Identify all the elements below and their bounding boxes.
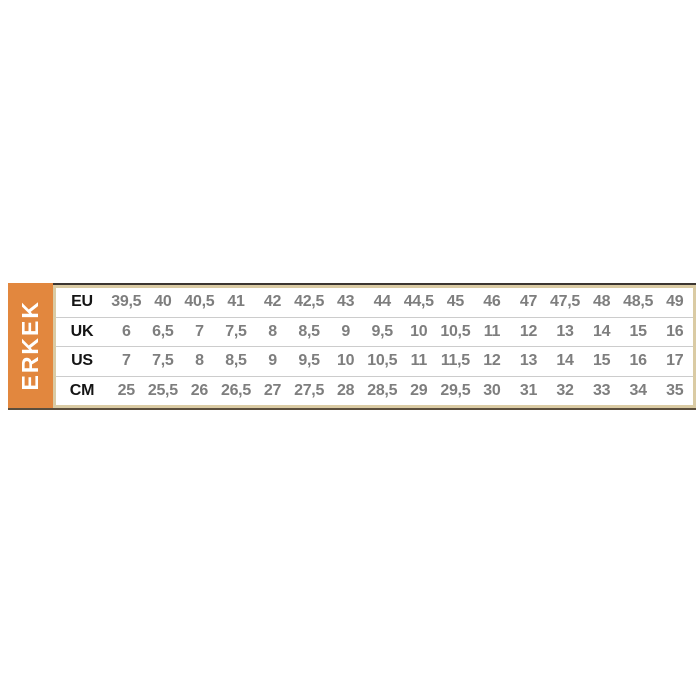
size-cell: 42,5	[294, 293, 325, 311]
size-cell: 45	[446, 293, 464, 311]
size-cell: 49	[666, 293, 684, 311]
size-cell: 17	[666, 352, 684, 370]
size-cell: 16	[629, 352, 647, 370]
size-cell: 9,5	[371, 322, 394, 340]
row-label-cm: CM	[69, 381, 95, 399]
size-cell: 33	[592, 381, 611, 399]
size-cell: 10,5	[367, 352, 398, 370]
size-cell: 6,5	[152, 322, 174, 340]
size-cell: 9,5	[298, 352, 320, 370]
size-cell: 14	[592, 322, 611, 340]
size-cell: 9	[268, 352, 277, 370]
size-cell: 40,5	[184, 293, 215, 311]
size-table-frame: EU 39,5 40 40,5 41 42 42,5 43 44 44,5 45 46 47 47,5 48…	[53, 283, 696, 408]
size-cell: 26	[190, 381, 208, 399]
size-cell: 10	[410, 322, 428, 340]
gender-tab: ERKEK	[8, 283, 53, 408]
size-cell: 15	[592, 352, 611, 370]
size-cell: 12	[483, 352, 501, 370]
size-cell: 14	[556, 352, 574, 370]
size-cell: 47	[519, 293, 538, 311]
size-row-eu: EU 39,5 40 40,5 41 42 42,5 43 44 44,5 45 46 47 47,5 48…	[56, 288, 693, 318]
size-table: EU 39,5 40 40,5 41 42 42,5 43 44 44,5 45 46 47 47,5 48…	[53, 285, 696, 408]
size-cell: 48	[592, 293, 611, 311]
size-cell: 29	[410, 381, 428, 399]
size-cell: 41	[227, 293, 245, 311]
size-cell: 8,5	[298, 322, 320, 340]
size-cell: 13	[519, 352, 538, 370]
row-label-us: US	[71, 352, 93, 370]
size-row-uk: UK 6 6,5 7 7,5 8 8,5 9 9,5 10 10,5 11 12 13 14 15 16	[56, 318, 693, 347]
size-cell: 15	[629, 322, 647, 340]
size-cell: 44	[373, 293, 391, 311]
size-cell: 44,5	[403, 293, 434, 311]
size-cell: 46	[483, 293, 501, 311]
size-cell: 28	[337, 381, 355, 399]
size-cell: 27,5	[294, 381, 325, 399]
size-cell: 8	[195, 352, 204, 370]
size-cell: 10	[337, 352, 355, 370]
size-row-cm: CM 25 25,5 26 26,5 27 27,5 28 28,5 29 29,5 30 31 32 33…	[56, 377, 693, 406]
size-cell: 11,5	[440, 352, 470, 370]
size-cell: 6	[121, 322, 131, 340]
size-cell: 9	[341, 322, 350, 340]
size-row-us: US 7 7,5 8 8,5 9 9,5 10 10,5 11 11,5 12 13 14 15 16 17	[56, 347, 693, 377]
size-cell: 34	[629, 381, 647, 399]
size-cell: 12	[519, 322, 538, 340]
size-cell: 7	[121, 352, 131, 370]
size-cell: 7,5	[225, 322, 247, 340]
gender-label: ERKEK	[17, 300, 43, 391]
size-cell: 30	[483, 381, 501, 399]
size-cell: 16	[666, 322, 684, 340]
size-cell: 27	[263, 381, 282, 399]
size-cell: 31	[519, 381, 538, 399]
size-cell: 7	[195, 322, 204, 340]
size-cell: 35	[666, 381, 684, 399]
size-cell: 40	[154, 293, 172, 311]
size-cell: 13	[556, 322, 574, 340]
row-label-uk: UK	[70, 322, 94, 340]
size-cell: 25	[117, 381, 135, 399]
size-cell: 8,5	[225, 352, 247, 370]
size-chart: ERKEK EU 39,5 40 40,5 41 42 42,5 43 44 44,5 45 46 47…	[8, 283, 696, 410]
size-cell: 28,5	[367, 381, 398, 399]
size-cell: 25,5	[147, 381, 178, 399]
size-cell: 26,5	[220, 381, 251, 399]
size-cell: 29,5	[440, 381, 471, 399]
size-cell: 48,5	[623, 293, 654, 311]
size-cell: 8	[268, 322, 277, 340]
size-cell: 32	[556, 381, 574, 399]
size-cell: 43	[337, 293, 355, 311]
size-cell: 11	[410, 352, 428, 370]
size-cell: 7,5	[152, 352, 174, 370]
size-cell: 11	[483, 322, 501, 340]
size-cell: 42	[263, 293, 282, 311]
size-cell: 47,5	[550, 293, 580, 311]
row-label-eu: EU	[71, 293, 93, 311]
size-cell: 39,5	[111, 293, 142, 311]
size-cell: 10,5	[440, 322, 471, 340]
